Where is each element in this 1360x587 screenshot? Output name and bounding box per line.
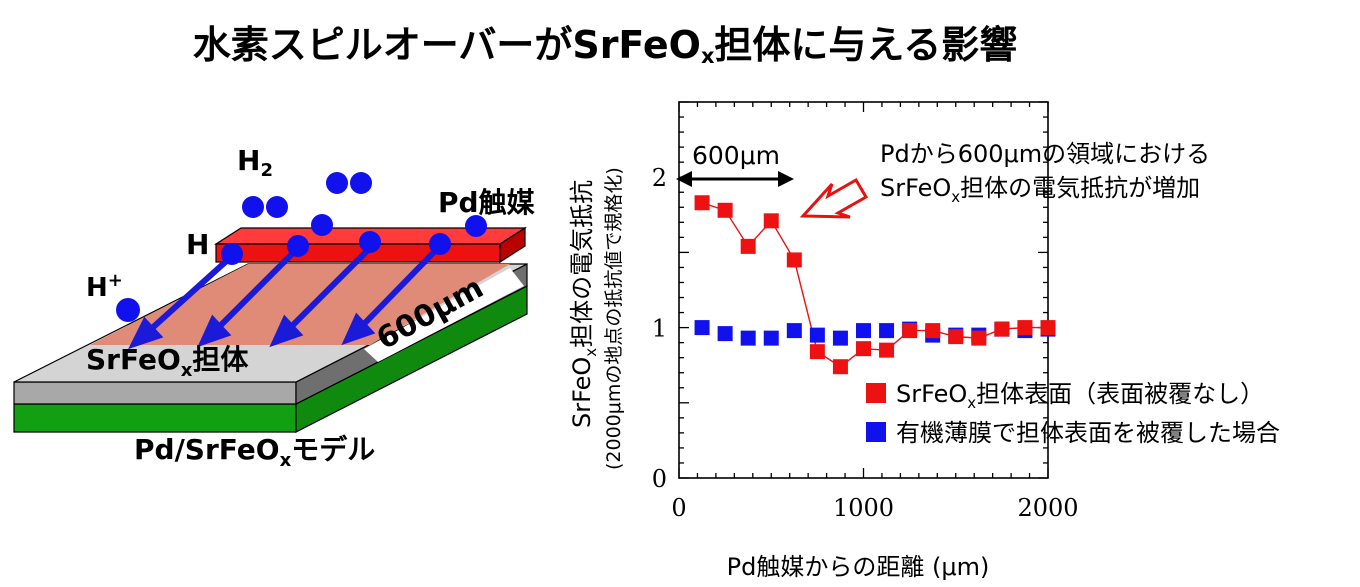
annotation-line2: SrFeOx担体の電気抵抗が増加 xyxy=(880,174,1200,206)
data-point-red xyxy=(740,238,756,254)
x-tick-label: 1000 xyxy=(833,494,894,522)
y-tick-label: 0 xyxy=(652,465,667,493)
title-sub: x xyxy=(700,44,715,69)
spillover-diagram: 600μm H2 H H+ Pd触媒 SrFeOx担体 Pd/SrFeOxモデル xyxy=(13,144,536,471)
span-label: 600μm xyxy=(692,141,780,170)
hplus-label: H+ xyxy=(86,270,123,303)
legend: SrFeOx担体表面（表面被覆なし） 有機薄膜で担体表面を被覆した場合 xyxy=(866,380,1280,447)
data-point-blue xyxy=(740,330,756,346)
y-axis-sublabel: (2000μmの地点の抵抗値で規格化) xyxy=(603,167,625,470)
legend-label-red: SrFeOx担体表面（表面被覆なし） xyxy=(896,380,1264,412)
data-point-red xyxy=(1017,320,1033,336)
chart-series-lines xyxy=(701,202,1048,368)
data-point-red xyxy=(1040,320,1056,336)
data-point-blue xyxy=(763,330,779,346)
data-point-red xyxy=(856,341,871,357)
data-point-red xyxy=(786,252,802,268)
annotation-line1: Pdから600μmの領域における xyxy=(880,140,1210,168)
support-label: SrFeOx担体 xyxy=(86,343,249,381)
data-point-red xyxy=(763,213,779,229)
data-point-blue xyxy=(717,326,733,342)
title-tail: 担体に与える影響 xyxy=(714,23,1018,67)
h2-label: H2 xyxy=(237,144,273,181)
data-point-red xyxy=(809,344,825,360)
hydrogen-atoms xyxy=(116,172,487,322)
data-point-red xyxy=(832,359,848,375)
data-point-blue xyxy=(786,323,802,339)
data-point-red xyxy=(717,202,733,218)
data-point-blue xyxy=(694,320,710,336)
h-label: H xyxy=(186,228,209,261)
data-point-blue xyxy=(856,323,871,339)
chart-points xyxy=(694,195,1056,375)
catalyst-label: Pd触媒 xyxy=(438,186,536,219)
x-axis-label: Pd触媒からの距離 (μm) xyxy=(727,553,990,581)
data-point-red xyxy=(925,323,941,339)
title-main: 水素スピルオーバーがSrFeO xyxy=(192,23,701,67)
y-axis-label: SrFeOx担体の電気抵抗 xyxy=(568,180,600,428)
spillover-arrows xyxy=(128,243,443,350)
distance-label-bg xyxy=(364,268,524,362)
data-point-blue xyxy=(879,323,895,339)
model-label: Pd/SrFeOxモデル xyxy=(134,433,375,471)
x-tick-label: 2000 xyxy=(1017,494,1078,522)
span-arrow xyxy=(676,171,794,187)
x-tick-label: 0 xyxy=(671,494,686,522)
y-tick-label: 2 xyxy=(652,164,667,192)
legend-swatch-red xyxy=(866,383,886,403)
data-point-red xyxy=(694,195,710,211)
legend-swatch-blue xyxy=(866,422,886,442)
series-line-red xyxy=(701,202,1048,368)
legend-label-blue: 有機薄膜で担体表面を被覆した場合 xyxy=(896,419,1280,447)
data-point-red xyxy=(879,342,895,358)
data-point-blue xyxy=(832,330,848,346)
y-tick-label: 1 xyxy=(652,315,667,343)
chart-axes: 0 1000 2000 0 1 2 xyxy=(652,101,1079,522)
data-point-red xyxy=(971,330,987,346)
callout-arrow-icon xyxy=(799,177,869,219)
data-point-red xyxy=(994,321,1010,337)
pd-bar-side xyxy=(499,226,526,264)
data-point-blue xyxy=(809,327,825,343)
page-title: 水素スピルオーバーがSrFeOx担体に与える影響 xyxy=(0,14,1210,69)
data-point-red xyxy=(902,323,918,339)
data-point-red xyxy=(948,329,964,345)
